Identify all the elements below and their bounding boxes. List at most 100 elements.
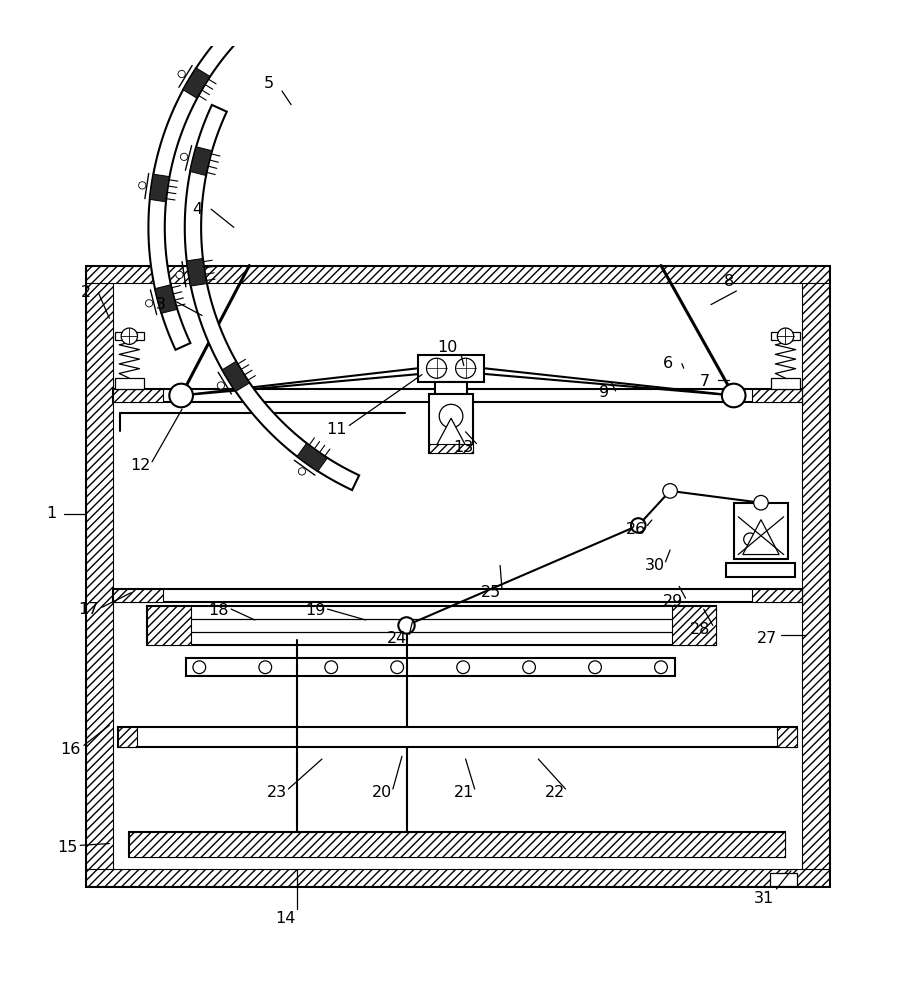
Polygon shape	[150, 174, 169, 202]
Circle shape	[181, 153, 188, 160]
Polygon shape	[130, 832, 785, 857]
Text: 22: 22	[544, 785, 565, 800]
Polygon shape	[86, 266, 829, 283]
Polygon shape	[743, 520, 779, 555]
Text: 7: 7	[699, 374, 709, 389]
Circle shape	[121, 328, 138, 344]
Polygon shape	[148, 606, 716, 645]
Polygon shape	[429, 394, 473, 453]
Circle shape	[631, 518, 645, 533]
Text: 26: 26	[626, 522, 646, 537]
Polygon shape	[186, 258, 206, 286]
Circle shape	[299, 468, 306, 475]
Polygon shape	[149, 0, 323, 350]
Circle shape	[722, 384, 746, 407]
Text: 3: 3	[156, 297, 166, 312]
Polygon shape	[86, 266, 829, 886]
Polygon shape	[435, 382, 467, 398]
Polygon shape	[727, 563, 795, 577]
Text: 18: 18	[208, 603, 228, 618]
Polygon shape	[429, 444, 473, 453]
Polygon shape	[115, 332, 144, 340]
Polygon shape	[672, 606, 716, 645]
Polygon shape	[115, 378, 144, 389]
Text: 28: 28	[690, 622, 710, 637]
Polygon shape	[222, 361, 249, 392]
Circle shape	[744, 533, 756, 546]
Circle shape	[456, 661, 469, 674]
Circle shape	[325, 661, 338, 674]
Circle shape	[398, 617, 415, 634]
Polygon shape	[752, 589, 802, 602]
Text: 27: 27	[757, 631, 778, 646]
Polygon shape	[130, 832, 785, 857]
Polygon shape	[113, 389, 163, 402]
Polygon shape	[118, 727, 797, 747]
Text: 23: 23	[267, 785, 287, 800]
Text: 24: 24	[387, 631, 407, 646]
Circle shape	[456, 358, 476, 378]
Text: 4: 4	[193, 202, 203, 217]
Text: 16: 16	[60, 742, 80, 757]
Text: 6: 6	[663, 356, 673, 371]
Polygon shape	[184, 105, 359, 490]
Text: 10: 10	[437, 340, 457, 355]
Polygon shape	[155, 285, 177, 313]
Text: 2: 2	[80, 285, 90, 300]
Polygon shape	[148, 606, 191, 645]
Polygon shape	[777, 727, 797, 747]
Circle shape	[589, 661, 602, 674]
Text: 30: 30	[645, 558, 665, 573]
Polygon shape	[185, 658, 675, 676]
Text: 1: 1	[46, 506, 57, 521]
Polygon shape	[183, 68, 210, 98]
Polygon shape	[770, 873, 797, 886]
Circle shape	[176, 271, 184, 279]
Polygon shape	[256, 0, 287, 15]
Circle shape	[655, 661, 667, 674]
Polygon shape	[113, 589, 163, 602]
Text: 19: 19	[306, 603, 326, 618]
Polygon shape	[418, 355, 484, 382]
Text: 13: 13	[454, 440, 474, 455]
Text: 9: 9	[599, 385, 609, 400]
Text: 31: 31	[753, 891, 774, 906]
Polygon shape	[802, 266, 829, 886]
Text: 25: 25	[481, 585, 501, 600]
Circle shape	[663, 484, 677, 498]
Circle shape	[145, 300, 152, 307]
Text: 15: 15	[58, 840, 78, 855]
Polygon shape	[436, 418, 466, 445]
Polygon shape	[771, 378, 800, 389]
Circle shape	[169, 384, 193, 407]
Polygon shape	[86, 266, 113, 886]
Polygon shape	[113, 589, 802, 602]
Polygon shape	[190, 147, 212, 175]
Text: 8: 8	[724, 274, 734, 289]
Text: 11: 11	[326, 422, 347, 437]
Text: 17: 17	[79, 602, 99, 617]
Circle shape	[754, 495, 768, 510]
Polygon shape	[752, 389, 802, 402]
Polygon shape	[734, 503, 788, 559]
Text: 14: 14	[276, 911, 296, 926]
Text: 5: 5	[263, 76, 273, 91]
Polygon shape	[771, 332, 800, 340]
Text: 20: 20	[372, 785, 392, 800]
Circle shape	[217, 382, 225, 389]
Text: 21: 21	[454, 785, 474, 800]
Polygon shape	[118, 727, 138, 747]
Circle shape	[777, 328, 793, 344]
Circle shape	[193, 661, 205, 674]
Text: 29: 29	[663, 594, 683, 609]
Circle shape	[439, 404, 463, 428]
Polygon shape	[113, 389, 802, 402]
Circle shape	[391, 661, 404, 674]
Polygon shape	[86, 869, 829, 886]
Circle shape	[259, 661, 271, 674]
Circle shape	[178, 70, 185, 78]
Circle shape	[523, 661, 535, 674]
Polygon shape	[297, 443, 327, 471]
Text: 12: 12	[130, 458, 151, 473]
Circle shape	[426, 358, 446, 378]
